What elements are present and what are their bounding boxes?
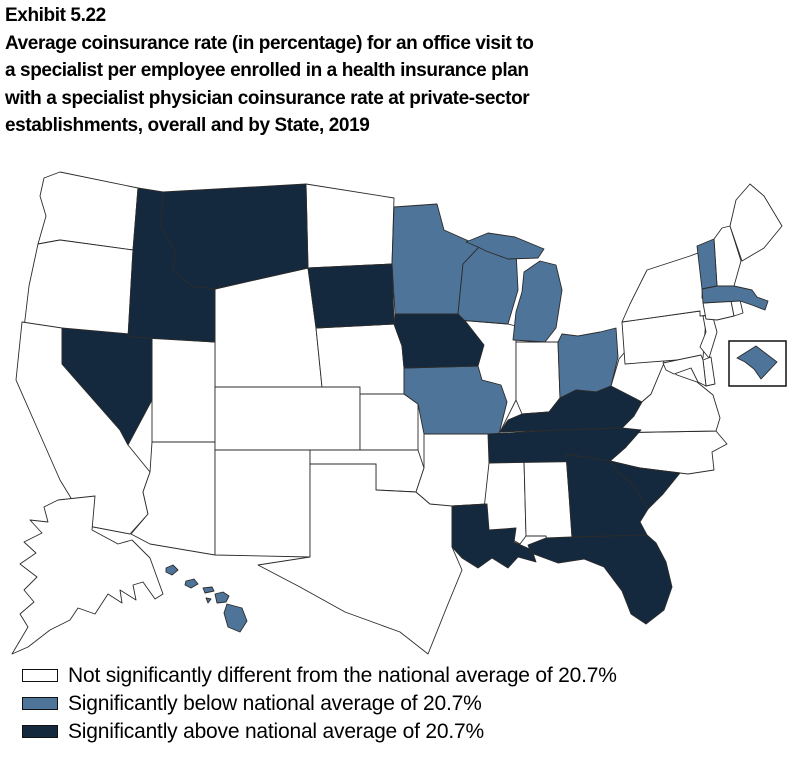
state-missouri [403, 365, 508, 434]
state-kansas [359, 393, 419, 450]
state-colorado [214, 386, 361, 450]
state-hawaii [165, 564, 248, 632]
legend-item-not-different: Not significantly different from the nat… [22, 662, 787, 690]
figure-title-line-1: Average coinsurance rate (in percentage)… [5, 32, 534, 54]
legend-swatch-below-average [22, 697, 58, 710]
figure-header: Exhibit 5.22 Average coinsurance rate (i… [0, 0, 787, 140]
state-montana [160, 183, 309, 289]
state-maine [729, 183, 783, 261]
legend-label-below-average: Significantly below national average of … [68, 691, 482, 715]
state-alaska [11, 495, 164, 654]
legend-label-above-average: Significantly above national average of … [68, 719, 484, 743]
state-michigan [465, 232, 563, 342]
exhibit-label: Exhibit 5.22 [5, 5, 106, 26]
state-new-mexico [214, 449, 311, 557]
legend-label-not-different: Not significantly different from the nat… [68, 663, 617, 687]
state-massachusetts [701, 285, 769, 310]
legend-swatch-not-different [22, 669, 58, 682]
state-indiana [515, 341, 561, 414]
figure-title-line-4: establishments, overall and by State, 20… [5, 115, 370, 136]
map-legend: Not significantly different from the nat… [0, 662, 787, 746]
state-utah [151, 337, 216, 442]
state-tennessee [487, 427, 642, 463]
state-florida [527, 534, 673, 624]
state-south-dakota [307, 263, 395, 328]
us-choropleth-map [11, 171, 787, 654]
state-nebraska [315, 323, 405, 394]
state-south-carolina [609, 460, 681, 509]
state-maryland [662, 354, 707, 386]
state-wyoming [214, 267, 323, 387]
state-oregon [23, 239, 134, 338]
state-connecticut [702, 300, 735, 320]
states-layer [11, 171, 783, 654]
figure-title-line-2: a specialist per employee enrolled in a … [5, 60, 529, 81]
state-north-dakota [305, 183, 395, 268]
legend-swatch-above-average [22, 725, 58, 738]
state-iowa [393, 313, 485, 368]
legend-item-below-average: Significantly below national average of … [22, 690, 787, 718]
state-washington [37, 171, 139, 250]
legend-item-above-average: Significantly above national average of … [22, 718, 787, 746]
state-texas [257, 463, 463, 654]
state-louisiana [451, 503, 537, 568]
state-district-of-columbia [736, 345, 778, 379]
figure-title-line-3: with a specialist physician coinsurance … [5, 87, 530, 109]
